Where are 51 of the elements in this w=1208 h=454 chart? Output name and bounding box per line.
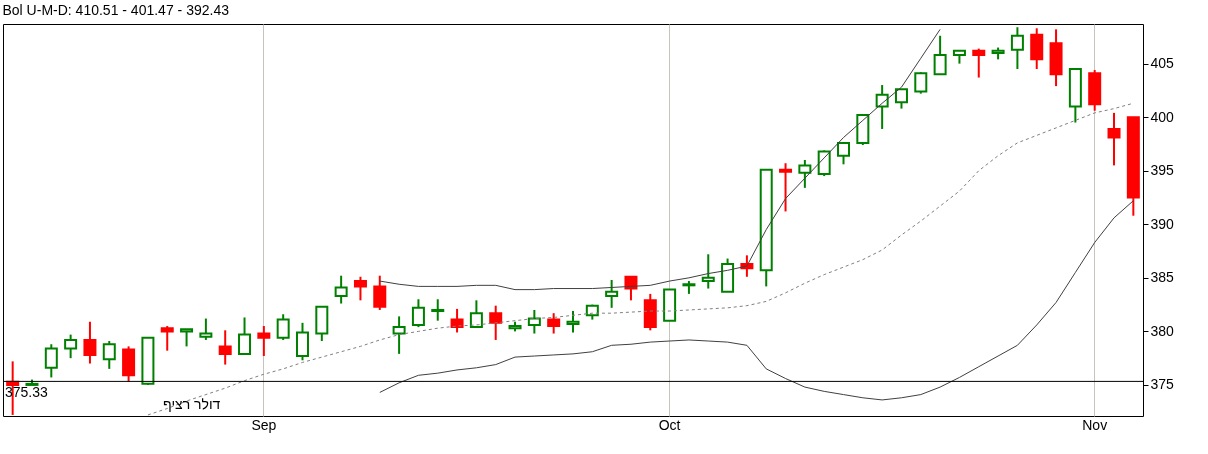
candlestick	[411, 298, 425, 329]
candlestick	[798, 159, 812, 189]
chart-title: Bol U-M-D: 410.51 - 401.47 - 392.43	[2, 2, 230, 18]
candlestick	[817, 149, 831, 178]
candlestick	[373, 274, 387, 311]
y-tick-label: 380	[1150, 322, 1175, 339]
candlestick	[334, 274, 348, 305]
y-tick-label: 400	[1150, 108, 1175, 125]
candlestick	[605, 278, 619, 309]
candlestick	[469, 299, 483, 329]
candlestick	[64, 333, 78, 360]
x-tick-label: Sep	[251, 416, 277, 433]
y-tick-label: 390	[1150, 215, 1175, 232]
candlestick	[894, 88, 908, 110]
candlestick	[624, 275, 638, 302]
candlestick	[972, 47, 986, 79]
candlestick	[257, 325, 271, 358]
candlestick	[701, 253, 715, 290]
y-tick-label: 375	[1150, 376, 1175, 393]
y-tick-label: 385	[1150, 269, 1175, 286]
candlestick	[547, 312, 561, 335]
candlestick	[218, 329, 232, 366]
candlestick	[527, 308, 541, 335]
candlestick	[450, 307, 464, 334]
candlestick	[238, 316, 252, 355]
x-tick-label: Oct	[658, 416, 681, 433]
annotation: דולר רציף	[163, 396, 221, 412]
x-tick-label: Nov	[1082, 416, 1108, 433]
candlestick	[83, 320, 97, 365]
y-tick-label: 395	[1150, 162, 1175, 179]
candlestick	[353, 275, 367, 302]
candlestick	[295, 321, 309, 362]
candlestick	[914, 71, 928, 95]
candlestick	[160, 325, 174, 352]
line-series	[379, 28, 941, 291]
candlestick	[431, 298, 445, 322]
candlestick	[933, 34, 947, 76]
candlestick	[44, 343, 58, 379]
candlestick	[102, 340, 116, 370]
line-series	[379, 200, 1134, 401]
candlestick	[1010, 26, 1024, 70]
candlestick	[489, 304, 503, 341]
candlestick	[566, 310, 580, 334]
candlestick	[199, 317, 213, 341]
candlestick	[1107, 111, 1121, 167]
candlestick	[779, 162, 793, 213]
y-tick-label: 405	[1150, 55, 1175, 72]
candlestick	[276, 313, 290, 341]
candlestick	[392, 315, 406, 355]
candlestick	[837, 141, 851, 166]
line-series	[147, 102, 1134, 416]
